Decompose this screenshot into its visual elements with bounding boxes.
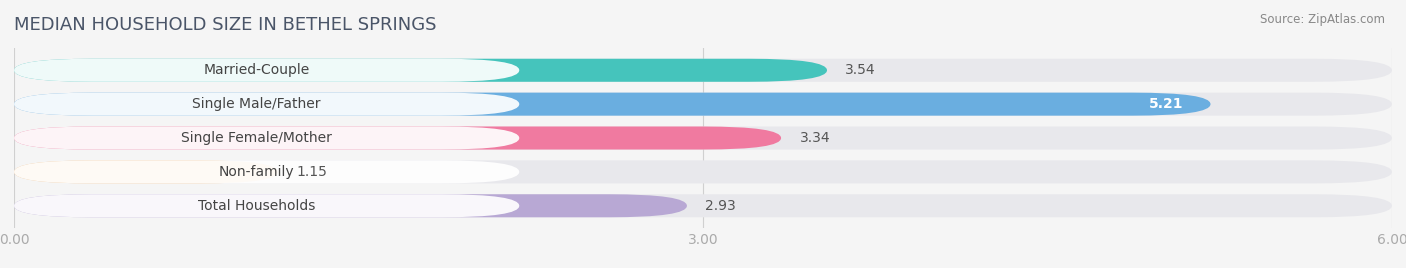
FancyBboxPatch shape — [14, 194, 688, 217]
FancyBboxPatch shape — [14, 126, 519, 150]
FancyBboxPatch shape — [14, 160, 519, 183]
FancyBboxPatch shape — [14, 93, 1211, 116]
Text: Source: ZipAtlas.com: Source: ZipAtlas.com — [1260, 13, 1385, 27]
Text: 5.21: 5.21 — [1149, 97, 1182, 111]
Text: Single Female/Mother: Single Female/Mother — [181, 131, 332, 145]
FancyBboxPatch shape — [14, 126, 1392, 150]
FancyBboxPatch shape — [14, 93, 1392, 116]
FancyBboxPatch shape — [14, 160, 278, 183]
FancyBboxPatch shape — [14, 59, 1392, 82]
Text: Non-family: Non-family — [219, 165, 294, 179]
Text: 2.93: 2.93 — [706, 199, 737, 213]
Text: MEDIAN HOUSEHOLD SIZE IN BETHEL SPRINGS: MEDIAN HOUSEHOLD SIZE IN BETHEL SPRINGS — [14, 16, 436, 34]
FancyBboxPatch shape — [14, 93, 519, 116]
FancyBboxPatch shape — [14, 126, 782, 150]
FancyBboxPatch shape — [14, 59, 519, 82]
Text: Married-Couple: Married-Couple — [204, 63, 309, 77]
FancyBboxPatch shape — [14, 194, 519, 217]
Text: 3.54: 3.54 — [845, 63, 876, 77]
FancyBboxPatch shape — [14, 194, 1392, 217]
FancyBboxPatch shape — [14, 160, 1392, 183]
Text: Total Households: Total Households — [198, 199, 315, 213]
Text: 3.34: 3.34 — [800, 131, 830, 145]
Text: 1.15: 1.15 — [297, 165, 328, 179]
Text: Single Male/Father: Single Male/Father — [193, 97, 321, 111]
FancyBboxPatch shape — [14, 59, 827, 82]
